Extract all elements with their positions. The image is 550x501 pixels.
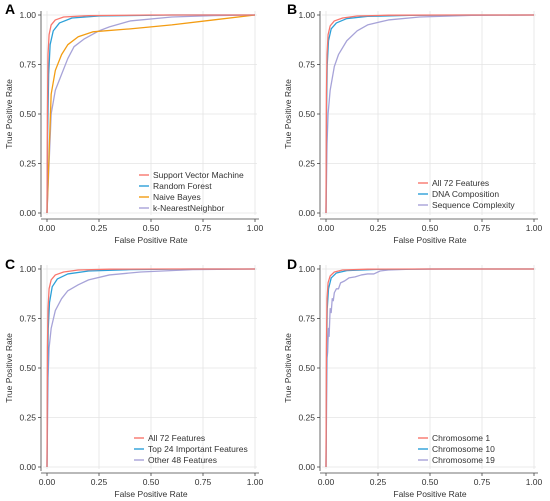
x-tick-label: 1.00: [247, 223, 264, 233]
y-axis-label: True Positive Rate: [4, 333, 14, 403]
y-tick-label: 0.75: [298, 60, 315, 70]
x-tick-label: 0.75: [195, 223, 212, 233]
legend-label: Other 48 Features: [148, 455, 217, 465]
panel-b: B 0.00 0.25 0.50 0.75 1.00 0.00 0.25 0.50 0.75 1.0…: [283, 1, 543, 245]
series-line-k-nearestneighbor: [46, 14, 256, 214]
y-tick-label: 1.00: [19, 10, 36, 20]
y-axis-label: True Positive Rate: [283, 333, 293, 403]
series-line-all-72-features: [46, 268, 255, 468]
y-tick-label: 0.00: [298, 208, 315, 218]
series-line-support-vector-machine: [46, 14, 255, 214]
y-tick-label: 0.25: [298, 159, 315, 169]
y-tick-label: 0.50: [19, 363, 36, 373]
panel-label: C: [5, 256, 15, 272]
legend-label: Top 24 Important Features: [148, 444, 248, 454]
x-tick-label: 0.00: [39, 477, 56, 487]
legend-label: Sequence Complexity: [432, 200, 515, 210]
y-tick-label: 1.00: [298, 10, 315, 20]
y-axis-label: True Positive Rate: [283, 79, 293, 149]
series-line-all-72-features: [325, 14, 534, 214]
y-tick-label: 0.00: [19, 208, 36, 218]
panel-d: D 0.00 0.25 0.50 0.75 1.00 0.00 0.25 0.50 0.75 1.0…: [283, 256, 543, 499]
x-tick-label: 0.00: [318, 223, 335, 233]
y-tick-label: 0.25: [298, 413, 315, 423]
x-tick-label: 1.00: [526, 223, 543, 233]
x-axis-label: False Positive Rate: [393, 489, 466, 499]
y-tick-label: 0.50: [19, 109, 36, 119]
x-tick-label: 0.25: [91, 477, 108, 487]
y-tick-label: 0.00: [19, 462, 36, 472]
legend-label: Chromosome 10: [432, 444, 495, 454]
x-tick-label: 0.25: [370, 223, 387, 233]
series-line-chromosome-1: [325, 268, 534, 468]
y-tick-label: 0.25: [19, 413, 36, 423]
panel-label: B: [287, 1, 297, 17]
y-tick-label: 0.00: [298, 462, 315, 472]
legend-label: All 72 Features: [148, 433, 205, 443]
y-tick-label: 1.00: [298, 264, 315, 274]
panel-label: D: [287, 256, 297, 272]
y-tick-label: 1.00: [19, 264, 36, 274]
y-tick-label: 0.50: [298, 363, 315, 373]
legend-label: All 72 Features: [432, 178, 489, 188]
x-tick-label: 0.75: [195, 477, 212, 487]
series-line-other-48-features: [46, 268, 256, 468]
legend-label: Random Forest: [153, 181, 212, 191]
panel-c: C 0.00 0.25 0.50 0.75 1.00 0.00 0.25 0.50 0.75 1.0…: [4, 256, 264, 499]
legend-label: Support Vector Machine: [153, 170, 244, 180]
x-tick-label: 0.25: [370, 477, 387, 487]
legend-label: DNA Composition: [432, 189, 499, 199]
legend-label: Naive Bayes: [153, 192, 201, 202]
x-axis-label: False Positive Rate: [393, 235, 466, 245]
legend-label: Chromosome 1: [432, 433, 490, 443]
series-line-chromosome-19: [325, 268, 534, 468]
y-tick-label: 0.75: [298, 314, 315, 324]
series-line-sequence-complexity: [325, 14, 535, 214]
x-axis-label: False Positive Rate: [114, 489, 187, 499]
x-tick-label: 0.50: [422, 223, 439, 233]
x-tick-label: 0.75: [474, 223, 491, 233]
y-tick-label: 0.75: [19, 60, 36, 70]
x-tick-label: 0.00: [39, 223, 56, 233]
panel-label: A: [5, 1, 15, 17]
x-tick-label: 1.00: [526, 477, 543, 487]
x-tick-label: 0.25: [91, 223, 108, 233]
y-tick-label: 0.25: [19, 159, 36, 169]
x-tick-label: 0.50: [143, 223, 160, 233]
series-line-naive-bayes: [46, 14, 256, 214]
y-tick-label: 0.75: [19, 314, 36, 324]
panel-a: A 0.00 0.25 0.50 0.75 1.00 0.00 0.25 0.50 0.75 1.0…: [4, 1, 264, 245]
x-tick-label: 0.00: [318, 477, 335, 487]
y-axis-label: True Positive Rate: [4, 79, 14, 149]
x-axis-label: False Positive Rate: [114, 235, 187, 245]
x-tick-label: 0.50: [143, 477, 160, 487]
y-tick-label: 0.50: [298, 109, 315, 119]
legend-label: Chromosome 19: [432, 455, 495, 465]
x-tick-label: 0.50: [422, 477, 439, 487]
legend-label: k-NearestNeighbor: [153, 203, 225, 213]
x-tick-label: 0.75: [474, 477, 491, 487]
x-tick-label: 1.00: [247, 477, 264, 487]
